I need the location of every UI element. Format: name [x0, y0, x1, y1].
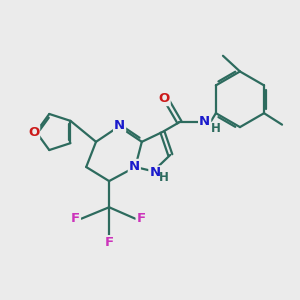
Text: H: H — [159, 171, 169, 184]
Text: N: N — [114, 119, 125, 132]
Text: H: H — [211, 122, 220, 135]
Text: F: F — [71, 212, 80, 225]
Text: N: N — [199, 115, 210, 128]
Text: F: F — [136, 212, 146, 225]
Text: O: O — [158, 92, 170, 105]
Text: N: N — [149, 167, 161, 179]
Text: F: F — [104, 236, 114, 249]
Text: O: O — [28, 125, 39, 139]
Text: N: N — [129, 160, 140, 173]
